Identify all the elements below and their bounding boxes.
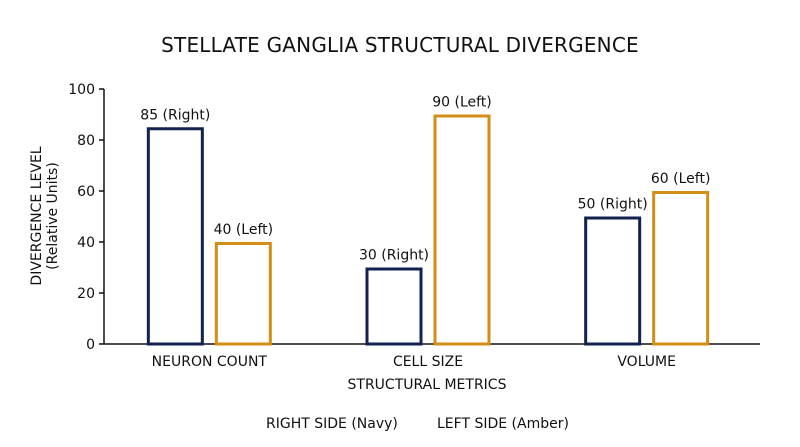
y-axis-title: DIVERGENCE LEVEL (Relative Units) [29,146,61,285]
x-tick-label: VOLUME [617,354,676,370]
x-tick-label: CELL SIZE [393,354,463,370]
bar-left-1 [433,114,491,346]
legend-item-left-side: LEFT SIDE (Amber) [437,416,569,432]
y-axis: 0 20 40 60 80 100 [68,82,105,353]
data-label-right-0: 85 (Right) [140,107,210,123]
y-tick-label: 20 [77,286,95,302]
legend-item-right-side: RIGHT SIDE (Navy) [266,416,398,432]
chart-title: STELLATE GANGLIA STRUCTURAL DIVERGENCE [161,33,639,57]
bars [146,114,710,346]
bar-right-2 [584,216,642,346]
y-tick-label: 40 [77,235,95,251]
x-tick-label: NEURON COUNT [152,354,268,370]
x-axis: NEURON COUNT CELL SIZE VOLUME [104,343,760,370]
bar-left-2 [652,191,710,346]
bar-right-1 [365,267,423,346]
bar-left-0 [214,242,272,346]
y-axis-title-line-1: DIVERGENCE LEVEL [29,146,45,285]
y-axis-title-line-2: (Relative Units) [45,162,61,270]
y-tick-label: 100 [68,82,95,98]
data-label-left-2: 60 (Left) [651,171,711,187]
y-tick-label: 0 [86,337,95,353]
bar-right-0 [146,127,204,346]
data-label-left-0: 40 (Left) [214,222,274,238]
data-label-right-1: 30 (Right) [359,248,429,264]
data-label-right-2: 50 (Right) [578,197,648,213]
data-label-left-1: 90 (Left) [432,95,492,111]
y-tick-label: 60 [77,184,95,200]
data-labels: 85 (Right) 30 (Right) 50 (Right) 40 (Left) 9… [140,95,710,264]
legend: RIGHT SIDE (Navy) LEFT SIDE (Amber) [266,416,569,432]
x-axis-title: STRUCTURAL METRICS [348,377,507,393]
y-tick-label: 80 [77,133,95,149]
